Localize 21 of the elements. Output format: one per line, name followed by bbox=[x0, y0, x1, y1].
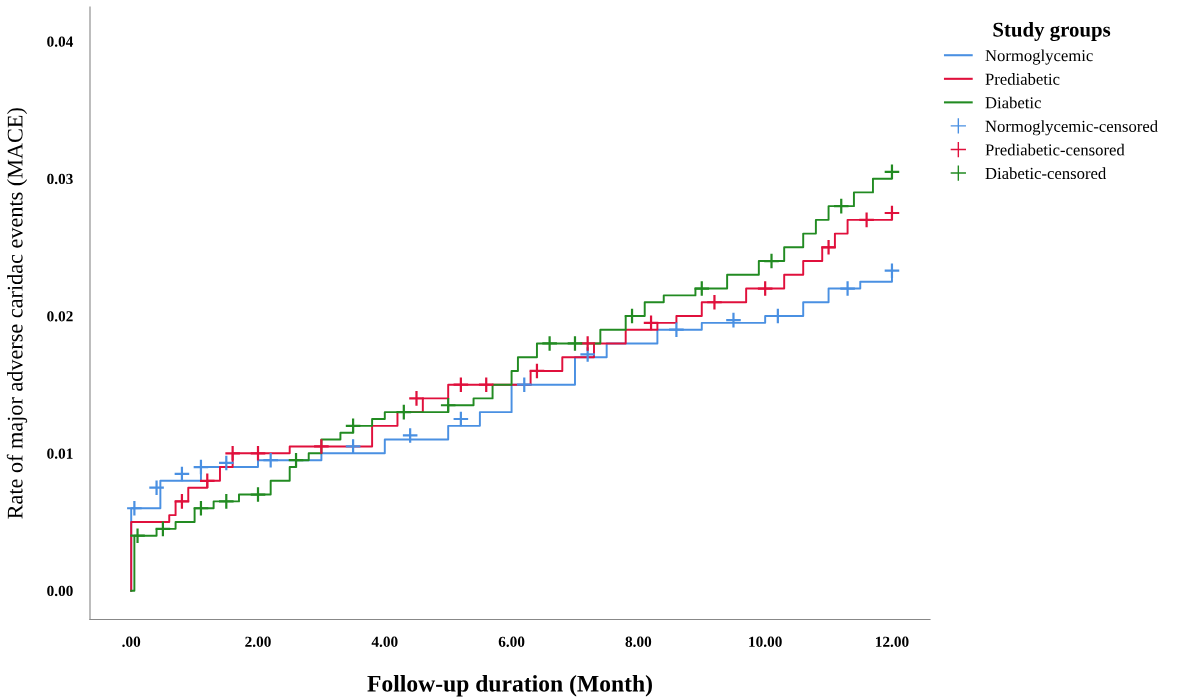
x-tick-label: 6.00 bbox=[498, 636, 525, 647]
y-tick-label: 0.01 bbox=[47, 448, 73, 459]
y-tick-label: 0.02 bbox=[47, 311, 73, 322]
y-tick-label: 0.04 bbox=[47, 36, 74, 47]
legend-label: Diabetic bbox=[985, 96, 1041, 109]
legend-label: Normoglycemic bbox=[985, 49, 1093, 65]
x-tick-label: 2.00 bbox=[245, 636, 271, 647]
legend-label: Prediabetic-censored bbox=[985, 143, 1125, 156]
x-tick-label: 12.00 bbox=[876, 636, 909, 647]
x-tick-label: 10.00 bbox=[749, 636, 782, 647]
x-tick-label: .00 bbox=[122, 636, 141, 647]
x-axis-title: Follow-up duration (Month) bbox=[367, 675, 652, 697]
x-tick-label: 8.00 bbox=[625, 636, 652, 647]
y-axis-title: Rate of major adverse caridac events (MACE) bbox=[6, 108, 28, 519]
x-tick-label: 4.00 bbox=[371, 636, 398, 647]
legend-label: Prediabetic bbox=[985, 73, 1060, 85]
y-tick-label: 0.03 bbox=[47, 173, 73, 185]
y-tick-label: 0.00 bbox=[47, 585, 73, 597]
legend-label: Diabetic-censored bbox=[985, 167, 1107, 180]
legend-title: Study groups bbox=[993, 22, 1111, 42]
legend-label: Normoglycemic-censored bbox=[985, 120, 1158, 136]
